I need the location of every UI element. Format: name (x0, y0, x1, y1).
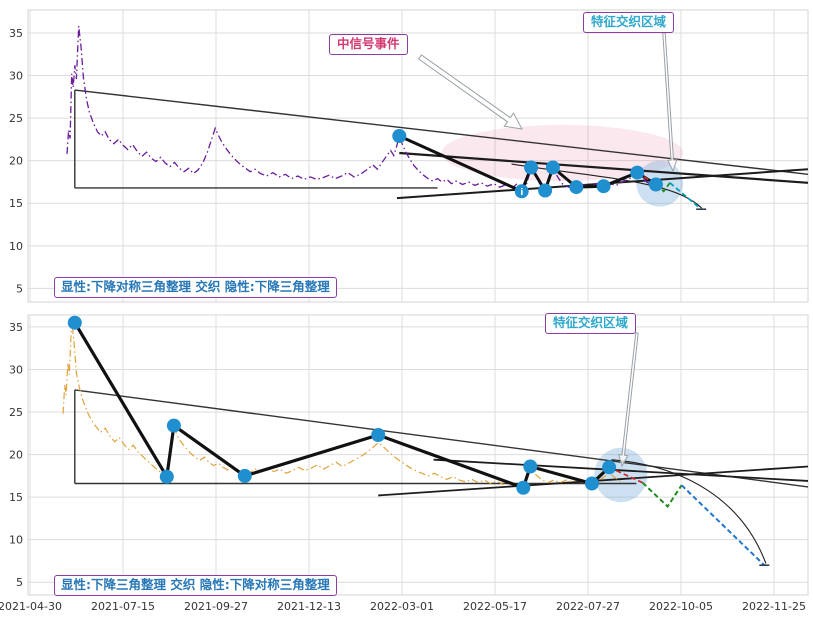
x-tick-label: 2022-11-25 (742, 600, 806, 613)
y-tick-label: 30 (9, 70, 23, 83)
y-tick-label: 10 (9, 240, 23, 253)
y-tick-label: 10 (9, 534, 23, 547)
projection-curve (611, 459, 767, 564)
y-tick-label: 15 (9, 197, 23, 210)
pivot-dot (166, 418, 181, 433)
x-tick-label: 2022-05-17 (463, 600, 527, 613)
y-tick-label: 5 (16, 282, 23, 295)
teal-projection (669, 182, 702, 210)
pivot-dot (523, 459, 538, 474)
pivot-dot (569, 180, 584, 195)
pivot-dot (584, 476, 599, 491)
signal-event-label: 中信号事件 (329, 34, 408, 56)
x-tick-label: 2021-12-13 (277, 600, 341, 613)
blue-projection (680, 484, 765, 566)
x-tick-label: 2021-07-15 (91, 600, 155, 613)
interweave-region-label-bottom: 特征交织区域 (545, 313, 637, 335)
panel-frame (27, 9, 809, 303)
interweave-region-label-top: 特征交织区域 (583, 12, 675, 34)
pivot-dot (392, 129, 407, 143)
pivot-dot (514, 184, 529, 199)
pivot-dot (538, 183, 553, 198)
y-tick-label: 35 (9, 27, 23, 40)
pivot-dot (516, 480, 531, 495)
pivot-dot (630, 165, 645, 180)
y-tick-label: 5 (16, 576, 23, 589)
red-segment (608, 466, 643, 484)
pivot-dot (602, 460, 617, 475)
price-line-bottom (62, 320, 624, 489)
y-tick-label: 25 (9, 112, 23, 125)
pattern-caption-bottom: 显性:下降三角整理 交织 隐性:下降对称三角整理 (54, 575, 337, 597)
x-tick-label: 2021-04-30 (0, 600, 62, 613)
x-tick-label: 2022-10-05 (649, 600, 713, 613)
y-tick-label: 35 (9, 321, 23, 334)
y-tick-label: 25 (9, 406, 23, 419)
pivot-dot (159, 469, 174, 484)
signal-event-arrow (417, 54, 523, 130)
trendline (74, 389, 809, 488)
pattern-caption-top: 显性:下降对称三角整理 交织 隐性:下降三角整理 (54, 277, 337, 299)
y-tick-label: 30 (9, 363, 23, 376)
pivot-dot (524, 160, 539, 175)
x-tick-label: 2022-03-01 (370, 600, 434, 613)
panel-frame (27, 314, 809, 596)
y-tick-label: 20 (9, 449, 23, 462)
trendline (399, 151, 809, 184)
pivot-dot (545, 160, 560, 175)
region-arrow-bottom (618, 332, 639, 468)
pivot-dot (237, 468, 252, 483)
trendline (433, 458, 809, 482)
region-arrow-top (662, 32, 678, 173)
pivot-dot (371, 428, 386, 442)
pivot-dot (67, 315, 82, 330)
y-tick-label: 20 (9, 155, 23, 168)
x-tick-label: 2021-09-27 (184, 600, 248, 613)
pivot-info-glyph: i (520, 188, 523, 198)
y-tick-label: 15 (9, 491, 23, 504)
green-segment (641, 481, 683, 509)
x-tick-label: 2022-07-27 (556, 600, 620, 613)
trendline (74, 89, 809, 175)
pivot-dot (596, 179, 611, 194)
pivot-dot (648, 177, 663, 192)
